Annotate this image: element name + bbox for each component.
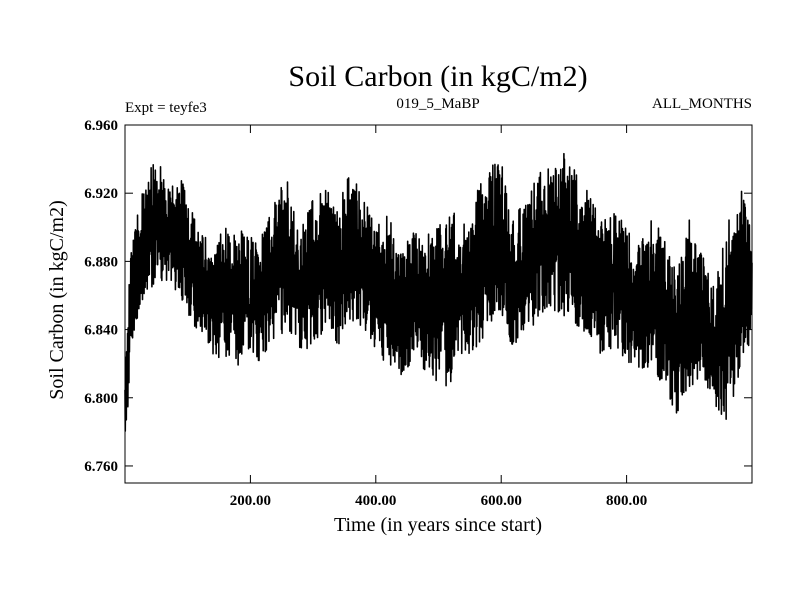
y-tick-label: 6.840 (84, 323, 118, 339)
experiment-label: Expt = teyfe3 (125, 100, 207, 116)
y-tick-label: 6.760 (84, 459, 118, 475)
y-tick-label: 6.960 (84, 118, 118, 134)
x-tick-label: 200.00 (230, 493, 271, 509)
chart-title: Soil Carbon (in kgC/m2) (288, 60, 587, 93)
plot-frame (124, 124, 753, 484)
x-tick-label: 600.00 (481, 493, 522, 509)
period-label: ALL_MONTHS (652, 96, 752, 112)
y-axis: 6.760 6.800 6.840 6.880 6.920 6.960 (84, 118, 752, 475)
x-axis: 200.00 400.00 600.00 800.00 (230, 125, 647, 509)
x-tick-label: 400.00 (355, 493, 396, 509)
x-tick-label: 800.00 (606, 493, 647, 509)
y-tick-label: 6.880 (84, 254, 118, 270)
subtitle-label: 019_5_MaBP (396, 96, 479, 112)
y-tick-label: 6.800 (84, 391, 118, 407)
soil-carbon-series-line (124, 152, 753, 432)
y-tick-label: 6.920 (84, 186, 118, 202)
plot-area (124, 152, 753, 432)
x-axis-label: Time (in years since start) (334, 514, 542, 536)
y-axis-label: Soil Carbon (in kgC/m2) (46, 200, 68, 399)
